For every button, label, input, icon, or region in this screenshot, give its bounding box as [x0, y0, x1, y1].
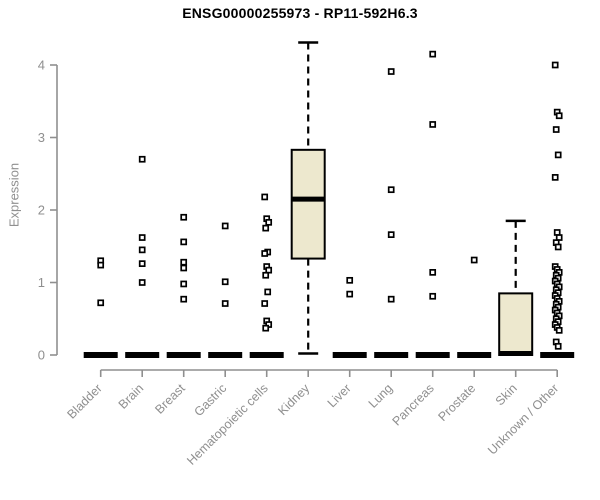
outlier-point	[346, 290, 354, 298]
y-tick-label: 4	[38, 58, 45, 73]
outlier-point	[138, 279, 146, 286]
outlier-point	[180, 280, 188, 288]
outlier-point	[97, 299, 105, 307]
outlier-point	[429, 292, 437, 300]
outlier-point	[387, 186, 395, 194]
outlier-point	[429, 121, 437, 128]
collapsed-box-at-zero	[332, 352, 367, 358]
x-category-label: Breast	[152, 381, 188, 417]
category-box-prostate	[457, 256, 492, 358]
x-category-label: Hematopoietic cells	[184, 381, 271, 468]
outlier-point	[261, 193, 269, 201]
iqr-box	[290, 148, 326, 260]
collapsed-box-at-zero	[249, 352, 284, 358]
x-category-label: Bladder	[64, 381, 104, 421]
x-category-label: Brain	[116, 381, 147, 412]
outlier-point	[261, 300, 269, 307]
outlier-point	[180, 264, 188, 272]
collapsed-box-at-zero	[415, 352, 450, 358]
outlier-point	[551, 174, 559, 181]
x-category-label: Skin	[493, 381, 520, 408]
outlier-point	[221, 222, 229, 230]
outlier-point	[262, 271, 270, 279]
collapsed-box-at-zero	[83, 352, 118, 358]
x-category-label: Kidney	[275, 381, 312, 418]
outlier-point	[138, 260, 146, 267]
y-axis: 0 1 2 3 4	[38, 58, 58, 363]
x-category-label: Prostate	[435, 381, 478, 424]
outlier-point	[554, 151, 562, 159]
category-box-unknown-other	[540, 61, 575, 358]
outlier-point	[97, 261, 105, 269]
outlier-point	[554, 342, 562, 350]
outlier-point	[221, 300, 229, 307]
outlier-point	[221, 278, 229, 286]
category-box-breast	[166, 213, 201, 358]
outlier-point	[555, 327, 563, 334]
outlier-point	[387, 231, 395, 238]
category-box-bladder	[83, 257, 118, 358]
collapsed-box-at-zero	[208, 352, 243, 358]
category-box-liver	[332, 276, 367, 358]
outlier-point	[264, 288, 272, 296]
outlier-point	[138, 234, 146, 241]
category-box-lung	[374, 68, 409, 358]
outlier-point	[387, 68, 395, 75]
category-box-brain	[125, 155, 160, 358]
outlier-point	[180, 258, 188, 266]
outlier-point	[551, 61, 559, 69]
category-box-skin	[498, 219, 534, 357]
category-box-pancreas	[415, 50, 450, 358]
outlier-point	[387, 295, 395, 303]
y-tick-label: 0	[38, 348, 45, 363]
outlier-point	[138, 246, 146, 254]
collapsed-box-at-zero	[166, 352, 201, 358]
x-category-label: Gastric	[191, 381, 229, 419]
x-category-label: Unknown / Other	[485, 381, 561, 457]
outlier-point	[138, 155, 146, 163]
outlier-point	[555, 112, 563, 120]
outlier-point	[429, 50, 437, 58]
y-tick-label: 2	[38, 203, 45, 218]
outlier-point	[552, 126, 560, 133]
outlier-point	[262, 324, 270, 332]
outlier-point	[429, 269, 437, 276]
collapsed-box-at-zero	[125, 352, 160, 358]
y-tick-label: 3	[38, 130, 45, 145]
category-box-hematopoietic-cells	[249, 193, 284, 358]
outlier-point	[261, 250, 269, 257]
iqr-box	[498, 292, 534, 356]
outlier-point	[180, 213, 188, 221]
outlier-point	[470, 256, 478, 264]
x-category-label: Liver	[325, 381, 354, 410]
outlier-point	[180, 238, 188, 246]
collapsed-box-at-zero	[540, 352, 575, 358]
chart-title: ENSG00000255973 - RP11-592H6.3	[182, 5, 418, 21]
outlier-point	[554, 243, 562, 251]
collapsed-box-at-zero	[374, 352, 409, 358]
outlier-point	[180, 295, 188, 303]
y-tick-label: 1	[38, 275, 45, 290]
outlier-point	[346, 276, 354, 284]
category-box-gastric	[208, 222, 243, 358]
outlier-point	[262, 224, 270, 232]
collapsed-box-at-zero	[457, 352, 492, 358]
x-category-label: Pancreas	[390, 381, 437, 428]
outlier-point	[265, 218, 273, 226]
category-box-kidney	[290, 41, 326, 355]
x-category-label: Lung	[366, 381, 396, 411]
